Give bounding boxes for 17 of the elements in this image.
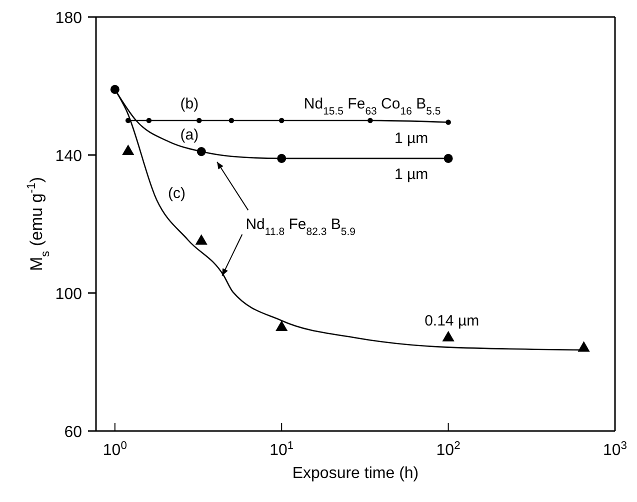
annotation: 1 µm (394, 166, 428, 183)
y-tick-label: 140 (55, 148, 82, 165)
x-tick-label: 10$^{0}$ (102, 440, 127, 459)
annotation: (a) (180, 126, 199, 144)
annotation: 1 µm (394, 130, 428, 147)
x-tick-label: 10$^{3}$ (602, 440, 628, 459)
y-tick-label: 100 (55, 286, 82, 303)
x-tick-label: 10$^{2}$ (436, 440, 460, 459)
x-axis-title: Exposure time (h) (292, 465, 419, 482)
y-tick-label: 60 (64, 424, 82, 441)
annotation: (b) (180, 95, 199, 112)
x-tick-label: 10$^{1}$ (270, 440, 294, 459)
annotation: Nd$_{11.8}$ Fe$_{82.3}$ B$_{5.9}$ (246, 216, 356, 238)
annotation: (c) (168, 184, 186, 202)
annotation: 0.14 µm (424, 312, 480, 330)
y-tick-label: 180 (55, 10, 82, 27)
annotation: Nd$_{15.5}$ Fe$_{63}$ Co$_{16}$ B$_{5.5}$ (304, 95, 441, 118)
